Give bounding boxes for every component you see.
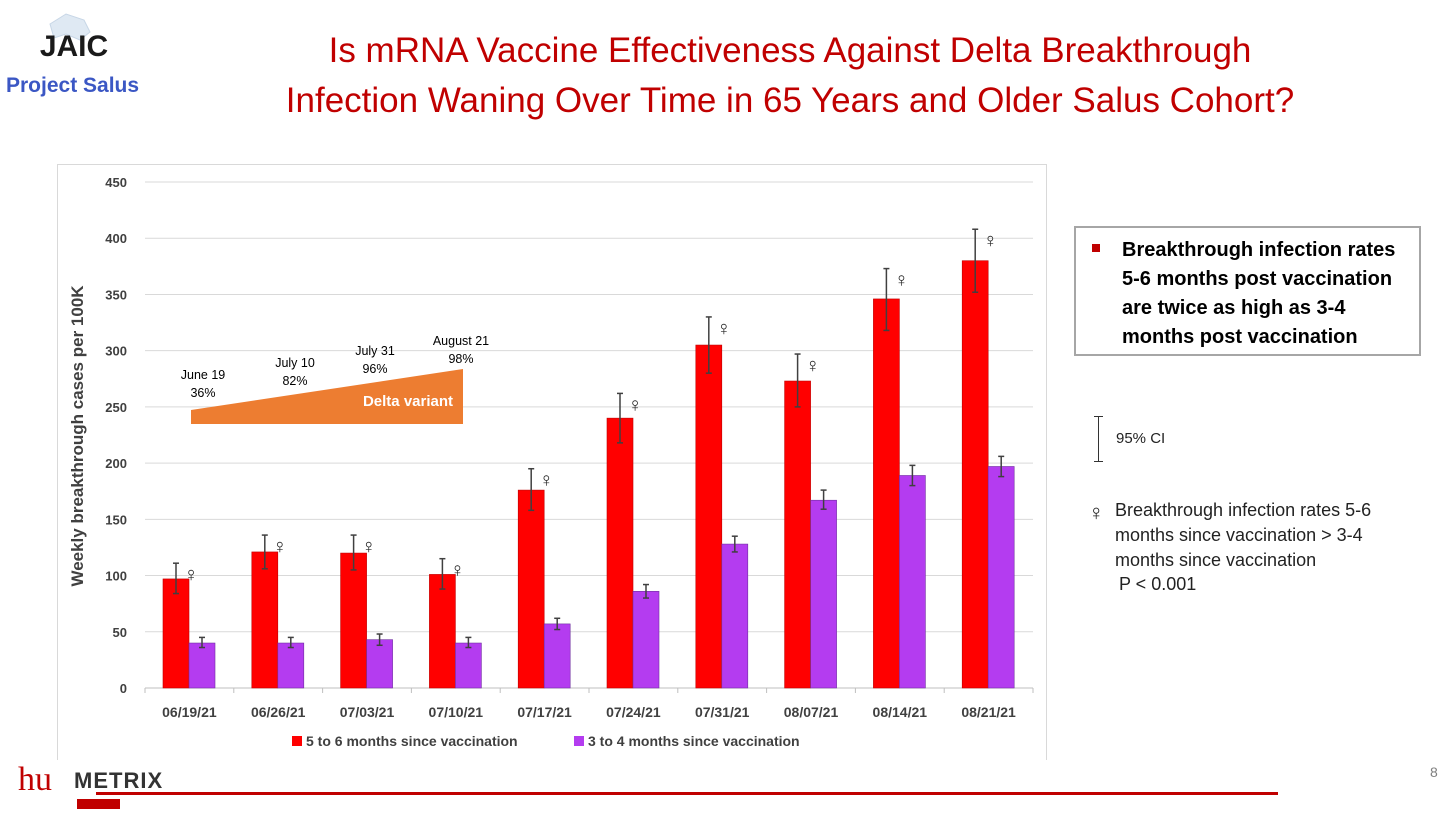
page-number: 8	[1430, 764, 1438, 780]
delta-annotation-pct: 82%	[282, 374, 307, 388]
delta-annotation-pct: 36%	[190, 386, 215, 400]
bar-series1	[784, 380, 811, 689]
bar-series1	[429, 574, 456, 689]
footer-rule	[96, 792, 1278, 795]
delta-annotation-pct: 96%	[362, 362, 387, 376]
bar-series2	[721, 543, 749, 689]
x-tick-label: 08/07/21	[784, 704, 839, 720]
legend-swatch-series1	[292, 736, 302, 746]
bar-series1	[606, 417, 634, 689]
significance-marker-icon: ♀	[361, 536, 376, 558]
legend-label-series1: 5 to 6 months since vaccination	[306, 733, 518, 749]
y-tick-label: 150	[105, 512, 127, 527]
y-tick-label: 0	[120, 681, 127, 696]
key-finding-callout: Breakthrough infection rates 5-6 months …	[1074, 226, 1421, 356]
delta-variant-wedge	[191, 369, 463, 424]
p-value-text: P < 0.001	[1119, 574, 1197, 594]
x-tick-label: 08/21/21	[961, 704, 1016, 720]
bar-series2	[188, 642, 216, 689]
bar-series2	[899, 475, 926, 689]
y-tick-label: 350	[105, 287, 127, 302]
slide-title: Is mRNA Vaccine Effectiveness Against De…	[200, 26, 1380, 126]
ci-legend: 95% CI	[1090, 416, 1290, 464]
humetrix-logo: hu METRIX	[18, 761, 163, 798]
significance-marker-icon: ♀	[539, 470, 554, 492]
x-tick-label: 07/03/21	[340, 704, 395, 720]
delta-variant-label: Delta variant	[363, 393, 453, 410]
y-axis-label: Weekly breakthrough cases per 100K	[68, 285, 87, 587]
project-salus-label: Project Salus	[6, 74, 140, 97]
bar-series1	[873, 298, 900, 689]
x-tick-label: 08/14/21	[873, 704, 928, 720]
bar-series2	[632, 590, 660, 689]
significance-legend-text: Breakthrough infection rates 5-6 months …	[1115, 500, 1372, 570]
significance-marker-icon: ♀	[272, 536, 287, 558]
bar-series2	[277, 642, 305, 689]
significance-marker-icon: ♀	[628, 394, 643, 416]
bar-series2	[810, 499, 837, 689]
significance-marker-icon: ♀	[716, 318, 731, 340]
ci-legend-cap-bottom	[1094, 461, 1103, 462]
legend-label-series2: 3 to 4 months since vaccination	[588, 733, 800, 749]
callout-bullet	[1092, 244, 1100, 252]
significance-marker-icon: ♀	[894, 270, 909, 292]
jaic-logo: JAIC	[40, 13, 108, 63]
significance-marker-icon: ♀	[983, 230, 998, 252]
bar-series1	[251, 551, 279, 689]
y-tick-label: 400	[105, 231, 127, 246]
bar-series1	[340, 552, 367, 689]
bar-series1	[695, 344, 723, 689]
jaic-logo-text: JAIC	[40, 30, 108, 63]
bar-series2	[366, 639, 393, 689]
delta-annotation-date: August 21	[433, 334, 489, 348]
y-tick-label: 100	[105, 569, 127, 584]
x-tick-label: 06/19/21	[162, 704, 217, 720]
y-tick-label: 250	[105, 400, 127, 415]
bar-series1	[961, 260, 989, 689]
bar-series2	[455, 642, 482, 689]
x-tick-label: 07/17/21	[517, 704, 572, 720]
y-tick-label: 200	[105, 456, 127, 471]
bar-series1	[162, 578, 190, 689]
significance-symbol-icon: ♀	[1088, 500, 1105, 525]
delta-annotation-date: June 19	[181, 368, 226, 382]
humetrix-logo-metrix: METRIX	[74, 768, 163, 793]
ci-legend-errorbar-icon	[1098, 416, 1099, 461]
y-tick-label: 450	[105, 175, 127, 190]
delta-annotation-pct: 98%	[448, 352, 473, 366]
delta-annotation-date: July 31	[355, 344, 395, 358]
legend-swatch-series2	[574, 736, 584, 746]
x-tick-label: 07/10/21	[429, 704, 484, 720]
significance-marker-icon: ♀	[184, 564, 199, 586]
x-tick-label: 07/24/21	[606, 704, 661, 720]
significance-marker-icon: ♀	[450, 560, 465, 582]
bar-series2	[543, 623, 571, 689]
chart-frame	[57, 164, 1047, 760]
y-tick-label: 300	[105, 344, 127, 359]
humetrix-logo-hu: hu	[18, 761, 52, 798]
x-tick-label: 06/26/21	[251, 704, 306, 720]
ci-legend-label: 95% CI	[1116, 430, 1166, 447]
slide-title-line2: Infection Waning Over Time in 65 Years a…	[285, 81, 1295, 120]
significance-marker-icon: ♀	[805, 355, 820, 377]
slide-title-line1: Is mRNA Vaccine Effectiveness Against De…	[328, 31, 1252, 70]
delta-annotation-date: July 10	[275, 356, 315, 370]
footer-accent-block	[77, 799, 120, 809]
x-tick-label: 07/31/21	[695, 704, 750, 720]
bar-series2	[987, 466, 1015, 689]
y-tick-label: 50	[113, 625, 127, 640]
callout-text: Breakthrough infection rates 5-6 months …	[1122, 239, 1396, 348]
bar-series1	[517, 489, 545, 689]
